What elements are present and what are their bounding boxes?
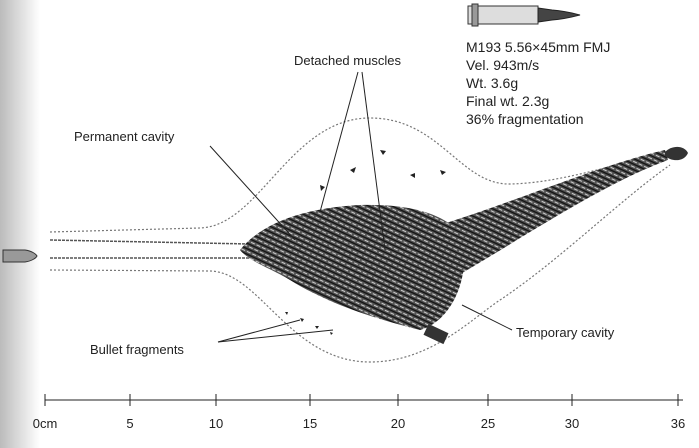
tick-label: 30: [565, 416, 579, 431]
spec-weight: Wt. 3.6g: [466, 75, 518, 91]
axis-ticks: 0cm 5 10 15 20 25 30 36: [33, 394, 685, 431]
tick-label: 25: [481, 416, 495, 431]
paper-edge: [0, 0, 40, 448]
tick-label: 15: [303, 416, 317, 431]
spec-fragmentation: 36% fragmentation: [466, 111, 584, 127]
tick-label: 5: [126, 416, 133, 431]
spec-final-weight: Final wt. 2.3g: [466, 93, 549, 109]
spec-velocity: Vel. 943m/s: [466, 57, 539, 73]
label-detached-muscles: Detached muscles: [294, 53, 401, 68]
bullet-exit: [665, 146, 688, 161]
tick-label: 20: [391, 416, 405, 431]
temporary-cavity-top: [49, 117, 661, 233]
bullet-entry: [2, 249, 38, 263]
label-bullet-fragments: Bullet fragments: [90, 342, 184, 357]
label-permanent-cavity: Permanent cavity: [74, 129, 175, 144]
tick-label: 36: [671, 416, 685, 431]
tick-label: 0cm: [33, 416, 58, 431]
label-temporary-cavity: Temporary cavity: [516, 325, 615, 340]
wound-track: [49, 239, 251, 259]
cartridge-icon: [467, 3, 581, 27]
spec-cartridge: M193 5.56×45mm FMJ: [466, 39, 610, 55]
bullet-fragment: [423, 323, 449, 345]
permanent-cavity: [240, 204, 465, 330]
leader-lines: [209, 71, 513, 343]
track-narrowing: [440, 150, 668, 280]
tick-label: 10: [209, 416, 223, 431]
